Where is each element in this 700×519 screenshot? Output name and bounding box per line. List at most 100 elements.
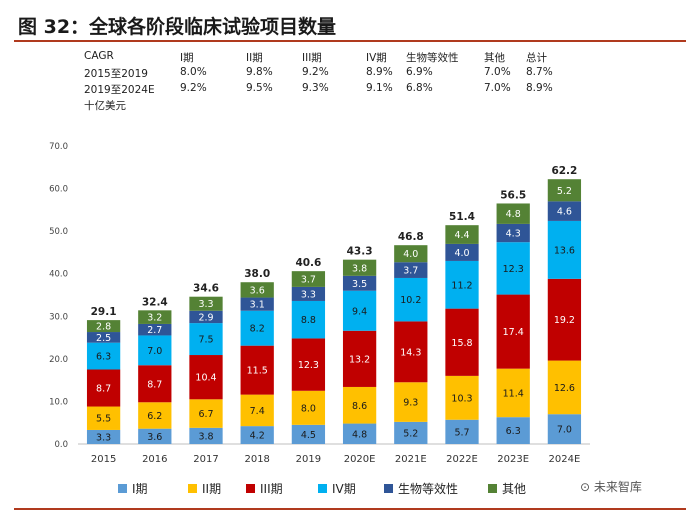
bar-segment bbox=[445, 260, 479, 309]
bar-segment bbox=[291, 424, 326, 444]
data-label: 13.2 bbox=[349, 354, 370, 365]
bar-segment bbox=[240, 394, 274, 427]
legend-label: IV期 bbox=[332, 482, 356, 496]
wechat-icon: ⊙ bbox=[580, 480, 591, 494]
data-label: 15.8 bbox=[451, 338, 472, 349]
data-label: 2.5 bbox=[96, 333, 111, 344]
data-label: 9.3 bbox=[403, 398, 418, 409]
legend-swatch bbox=[488, 484, 497, 493]
data-label: 11.2 bbox=[451, 280, 472, 291]
data-label: 7.5 bbox=[198, 335, 213, 346]
y-tick-label: 10.0 bbox=[49, 397, 68, 407]
data-label: 10.4 bbox=[195, 373, 216, 384]
bar-segment bbox=[86, 369, 121, 407]
bar-segment bbox=[496, 417, 530, 444]
cagr-cell: 9.8% bbox=[246, 66, 273, 78]
data-label: 3.3 bbox=[198, 299, 213, 310]
cagr-header-cell: 总计 bbox=[526, 52, 547, 64]
data-label: 8.7 bbox=[96, 384, 111, 395]
bar-segment bbox=[240, 426, 274, 444]
data-label: 6.7 bbox=[198, 409, 213, 420]
legend-swatch bbox=[246, 484, 255, 493]
cagr-header-cell: 其他 bbox=[484, 52, 505, 64]
bar-segment bbox=[547, 201, 582, 221]
title-rule bbox=[14, 40, 686, 42]
bar-segment bbox=[189, 323, 223, 356]
cagr-cell: 8.9% bbox=[366, 66, 393, 78]
cagr-header-cell: 生物等效性 bbox=[406, 52, 459, 64]
bar-segment bbox=[342, 423, 377, 444]
data-label: 17.4 bbox=[503, 327, 524, 338]
bar-segment bbox=[189, 399, 223, 428]
cagr-cell: 6.9% bbox=[406, 66, 433, 78]
bar-segment bbox=[445, 243, 479, 261]
total-label: 62.2 bbox=[551, 165, 577, 177]
bar-segment bbox=[394, 277, 428, 322]
bar-segment bbox=[291, 286, 326, 301]
bar-segment bbox=[496, 242, 530, 295]
bar-segment bbox=[189, 427, 223, 444]
total-label: 43.3 bbox=[347, 246, 373, 258]
data-label: 3.1 bbox=[250, 300, 265, 311]
bar-segment bbox=[291, 338, 326, 391]
bar-segment bbox=[291, 300, 326, 339]
total-label: 32.4 bbox=[142, 296, 168, 308]
bar-segment bbox=[138, 402, 172, 429]
data-label: 4.6 bbox=[557, 207, 572, 218]
y-tick-label: 20.0 bbox=[49, 355, 68, 365]
data-label: 3.3 bbox=[301, 289, 316, 300]
cagr-cell: 9.1% bbox=[366, 82, 393, 94]
data-label: 6.3 bbox=[506, 426, 521, 437]
bar-segment bbox=[86, 429, 121, 444]
x-tick-label: 2023E bbox=[497, 454, 529, 465]
bar-segment bbox=[394, 382, 428, 422]
data-label: 3.3 bbox=[96, 432, 111, 443]
bar-segment bbox=[496, 203, 530, 224]
bar-segment bbox=[240, 282, 274, 298]
data-label: 4.2 bbox=[250, 431, 265, 442]
y-tick-label: 50.0 bbox=[49, 227, 68, 237]
y-tick-label: 70.0 bbox=[49, 142, 68, 152]
data-label: 3.7 bbox=[403, 266, 418, 277]
data-label: 5.2 bbox=[403, 428, 418, 439]
cagr-header-cell: IV期 bbox=[366, 52, 387, 64]
data-label: 3.6 bbox=[147, 432, 162, 443]
data-label: 8.7 bbox=[147, 379, 162, 390]
data-label: 4.8 bbox=[352, 429, 367, 440]
data-label: 7.0 bbox=[557, 425, 572, 436]
data-label: 2.8 bbox=[96, 322, 111, 333]
bar-segment bbox=[189, 355, 223, 400]
y-tick-label: 60.0 bbox=[49, 185, 68, 195]
bar-segment bbox=[138, 365, 172, 403]
data-label: 4.0 bbox=[454, 248, 469, 259]
legend-swatch bbox=[118, 484, 127, 493]
bar-segment bbox=[189, 296, 223, 311]
data-label: 6.2 bbox=[147, 411, 162, 422]
cagr-cell: 2019至2024E bbox=[84, 84, 155, 96]
data-label: 12.6 bbox=[554, 383, 575, 394]
data-label: 2.7 bbox=[147, 325, 162, 336]
x-tick-label: 2020E bbox=[344, 454, 376, 465]
bar-segment bbox=[342, 330, 377, 387]
bar-segment bbox=[86, 342, 121, 370]
data-label: 3.6 bbox=[250, 285, 265, 296]
cagr-cell: 7.0% bbox=[484, 82, 511, 94]
bar-segment bbox=[138, 323, 172, 336]
bar-segment bbox=[445, 375, 479, 420]
bar-segment bbox=[86, 406, 121, 430]
total-label: 46.8 bbox=[398, 231, 424, 243]
data-label: 11.5 bbox=[247, 366, 268, 377]
data-label: 13.6 bbox=[554, 245, 575, 256]
data-label: 2.9 bbox=[198, 312, 213, 323]
data-label: 3.7 bbox=[301, 275, 316, 286]
bar-segment bbox=[240, 345, 274, 395]
cagr-cell: 8.0% bbox=[180, 66, 207, 78]
cagr-cell: 9.2% bbox=[302, 66, 329, 78]
bar-segment bbox=[445, 308, 479, 376]
legend-label: II期 bbox=[202, 482, 221, 496]
data-label: 10.3 bbox=[451, 393, 472, 404]
total-label: 34.6 bbox=[193, 283, 219, 295]
bar-segment bbox=[291, 390, 326, 425]
data-label: 11.4 bbox=[503, 388, 524, 399]
